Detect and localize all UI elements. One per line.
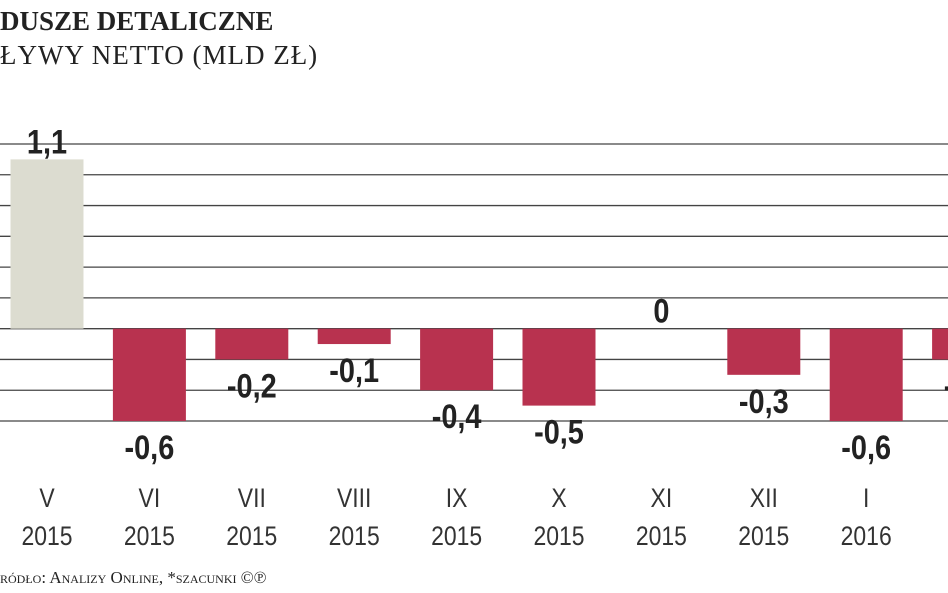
x-tick-label: 2015 <box>21 521 72 551</box>
chart-subtitle: ŁYWY NETTO (MLD ZŁ) <box>0 40 318 70</box>
bar <box>727 328 801 375</box>
x-tick-label: XII <box>750 483 778 513</box>
bar <box>932 328 948 360</box>
value-label: 0 <box>653 291 669 330</box>
x-tick-label: VI <box>139 483 161 513</box>
x-tick-label: 2015 <box>226 521 277 551</box>
x-tick-label: 2015 <box>738 521 789 551</box>
value-label: -0,3 <box>739 382 789 421</box>
source-note: ródło: Analizy Online, *szacunki ©℗ <box>0 568 267 587</box>
value-label: 1,1 <box>27 122 67 161</box>
bar <box>829 328 903 421</box>
x-tick-label: V <box>39 483 55 513</box>
x-tick-label: 2015 <box>431 521 482 551</box>
value-label: -0,2 <box>227 366 277 405</box>
x-tick-label: 2016 <box>841 521 892 551</box>
x-tick-label: 2015 <box>329 521 380 551</box>
bar <box>10 159 84 329</box>
bar <box>420 328 494 391</box>
value-label: -0,6 <box>124 428 174 467</box>
value-label: -0,1 <box>329 351 379 390</box>
value-label: -0,5 <box>534 412 584 451</box>
x-tick-label: X <box>551 483 567 513</box>
value-label: -0,4 <box>432 397 482 436</box>
x-tick-label: 2015 <box>533 521 584 551</box>
bar <box>317 328 391 345</box>
x-tick-label: I <box>863 483 869 513</box>
x-tick-label: 2015 <box>124 521 175 551</box>
bar <box>215 328 289 360</box>
chart-title: DUSZE DETALICZNE <box>0 6 273 36</box>
value-label: -0,6 <box>841 428 891 467</box>
value-label: -0,2 <box>944 366 948 405</box>
bar <box>112 328 186 421</box>
x-tick-label: VII <box>238 483 266 513</box>
x-tick-label: XI <box>651 483 673 513</box>
x-tick-label: VIII <box>337 483 371 513</box>
bar <box>522 328 596 406</box>
x-tick-label: IX <box>446 483 468 513</box>
x-tick-label: 2015 <box>636 521 687 551</box>
